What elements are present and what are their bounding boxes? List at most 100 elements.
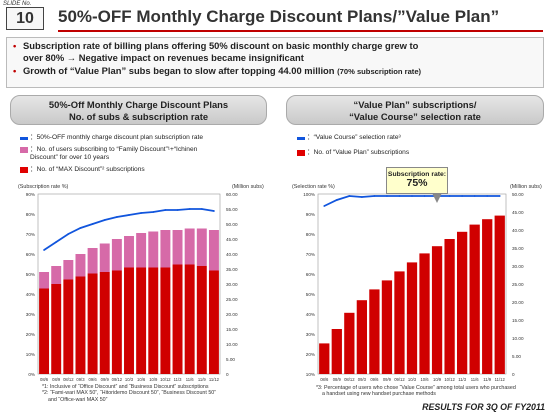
category-tick-label: 09/12 bbox=[394, 377, 405, 382]
summary-box: Subscription rate of billing plans offer… bbox=[6, 37, 544, 88]
bar bbox=[124, 267, 134, 374]
legend-line-swatch bbox=[297, 137, 305, 140]
right-tick-label: 35.00 bbox=[512, 246, 524, 251]
right-tick-label: 60.00 bbox=[226, 192, 238, 197]
rate-point bbox=[323, 205, 326, 207]
rate-point bbox=[140, 212, 143, 214]
bullet-1-highlight: over 80% bbox=[23, 52, 65, 64]
right-tick-label: 10.00 bbox=[226, 342, 238, 347]
discount-plans-legend: ：50%-OFF monthly charge discount plan su… bbox=[20, 134, 265, 177]
rate-point bbox=[91, 223, 94, 225]
bar bbox=[75, 276, 86, 374]
left-tick-label: 80% bbox=[306, 232, 315, 237]
category-tick-label: 11/6 bbox=[471, 377, 480, 382]
value-plan-subtitle: “Value Course” selection rate bbox=[349, 111, 481, 122]
rate-point bbox=[115, 216, 118, 218]
bar bbox=[344, 312, 355, 374]
bar bbox=[184, 264, 195, 374]
category-tick-label: 10/6 bbox=[137, 377, 146, 382]
bar bbox=[148, 231, 159, 268]
bar bbox=[51, 266, 62, 284]
left-tick-label: 20% bbox=[26, 332, 35, 337]
bar bbox=[319, 343, 330, 374]
bar bbox=[469, 224, 480, 374]
category-tick-label: 11/12 bbox=[209, 377, 220, 382]
rate-point bbox=[348, 195, 351, 197]
bar bbox=[369, 289, 380, 374]
rate-point bbox=[188, 208, 191, 210]
bar bbox=[419, 253, 430, 374]
legend-label: ：“Value Course” selection rate³ bbox=[307, 134, 401, 141]
bar bbox=[196, 266, 207, 374]
bar bbox=[111, 270, 122, 374]
rate-point bbox=[423, 195, 426, 197]
bar bbox=[208, 230, 219, 271]
bar bbox=[431, 246, 443, 374]
right-tick-label: 25.00 bbox=[512, 282, 524, 287]
rate-point bbox=[386, 195, 388, 197]
value-plan-footnotes: *3: Percentage of users who chose “Value… bbox=[316, 385, 516, 398]
slide-number-label: SLIDE No. bbox=[3, 1, 32, 7]
category-tick-label: 10/12 bbox=[444, 377, 455, 382]
category-tick-label: 09/9 bbox=[101, 377, 110, 382]
rate-point bbox=[486, 195, 489, 197]
legend-label: ：No. of users subscribing to “Family Dis… bbox=[30, 145, 198, 162]
rate-point bbox=[152, 211, 155, 213]
value-plan-panel: “Value Plan” subscriptions/ “Value Cours… bbox=[286, 95, 544, 383]
category-tick-label: 11/3 bbox=[174, 377, 183, 382]
bar bbox=[356, 300, 368, 374]
value-plan-heading: “Value Plan” subscriptions/ “Value Cours… bbox=[286, 95, 544, 125]
discount-plans-panel: 50%-Off Monthly Charge Discount Plans No… bbox=[10, 95, 267, 383]
bar bbox=[172, 264, 183, 374]
bar bbox=[51, 284, 62, 374]
bar bbox=[331, 329, 342, 374]
footnote-1: *1: Inclusive of “Office Discount” and “… bbox=[42, 384, 209, 390]
bar bbox=[494, 215, 505, 374]
left-tick-label: 10% bbox=[26, 352, 35, 357]
left-tick-label: 90% bbox=[26, 192, 35, 197]
category-tick-label: 10/3 bbox=[408, 377, 417, 382]
rate-point bbox=[43, 249, 45, 251]
category-tick-label: 11/9 bbox=[483, 377, 492, 382]
legend-bar-swatch bbox=[297, 149, 305, 156]
bar bbox=[381, 280, 393, 374]
rate-point bbox=[128, 214, 130, 216]
category-tick-label: 09/6 bbox=[370, 377, 379, 382]
rate-point bbox=[461, 195, 464, 197]
bullet-2-note: (70% subscription rate) bbox=[337, 66, 422, 76]
bar bbox=[99, 243, 110, 272]
left-tick-label: 0% bbox=[28, 372, 35, 377]
right-tick-label: 40.00 bbox=[512, 228, 524, 233]
rate-point bbox=[200, 208, 203, 210]
category-tick-label: 10/9 bbox=[149, 377, 158, 382]
left-axis-title: (Selection rate %) bbox=[292, 184, 335, 190]
rate-point bbox=[213, 210, 215, 212]
bar bbox=[124, 236, 134, 268]
bullet-1-line-2: Negative impact on revenues became insig… bbox=[78, 52, 304, 64]
left-tick-label: 40% bbox=[26, 292, 35, 297]
discount-plans-subtitle: No. of subs & subscription rate bbox=[68, 111, 209, 122]
category-tick-label: 10/3 bbox=[125, 377, 134, 382]
left-tick-label: 30% bbox=[306, 332, 315, 337]
right-arrow-icon: → bbox=[66, 52, 77, 64]
category-tick-label: 10/12 bbox=[160, 377, 171, 382]
right-tick-label: 30.00 bbox=[226, 282, 238, 287]
category-tick-label: 10/9 bbox=[433, 377, 442, 382]
legend-item-value-plan-subs: ：No. of “Value Plan” subscriptions bbox=[297, 149, 542, 158]
value-plan-title: “Value Plan” subscriptions/ bbox=[353, 99, 477, 110]
right-tick-label: 5.00 bbox=[226, 357, 235, 362]
left-tick-label: 50% bbox=[26, 272, 35, 277]
right-tick-label: 45.00 bbox=[512, 210, 524, 215]
rate-point bbox=[55, 241, 58, 243]
left-tick-label: 10% bbox=[306, 372, 315, 377]
legend-item-selection-rate: ：“Value Course” selection rate³ bbox=[297, 134, 542, 143]
rate-line bbox=[323, 195, 500, 207]
bar bbox=[136, 233, 147, 268]
legend-item-family-discount: ：No. of users subscribing to “Family Dis… bbox=[20, 146, 220, 163]
right-tick-label: 25.00 bbox=[226, 297, 238, 302]
left-tick-label: 80% bbox=[26, 212, 35, 217]
left-tick-label: 100% bbox=[303, 192, 315, 197]
bar bbox=[208, 270, 219, 374]
bullet-2-text: Growth of “Value Plan” subs began to slo… bbox=[23, 64, 335, 76]
right-tick-label: 40.00 bbox=[226, 252, 238, 257]
